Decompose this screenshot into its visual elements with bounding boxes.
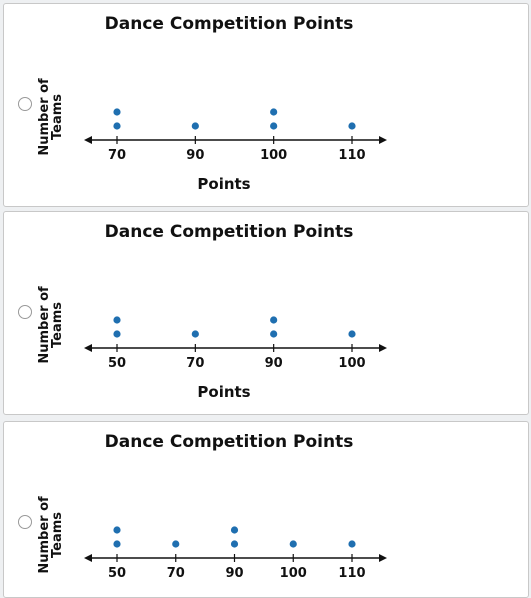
dot <box>172 540 180 548</box>
x-tick-label: 90 <box>225 566 243 581</box>
dot <box>230 526 239 534</box>
dot-column <box>191 330 199 338</box>
chart-title: Dance Competition Points <box>104 14 354 34</box>
dot <box>113 122 121 130</box>
dot-column <box>230 526 239 548</box>
dot <box>113 330 121 338</box>
x-tick-label: 90 <box>186 148 204 163</box>
dot-column <box>191 122 199 130</box>
x-tick-label: 50 <box>108 566 126 581</box>
dot-column <box>113 316 121 338</box>
radio-button[interactable] <box>18 97 32 111</box>
dot <box>113 540 121 548</box>
dot <box>113 526 121 534</box>
x-tick-label: 70 <box>167 566 185 581</box>
x-tick-label: 70 <box>108 148 126 163</box>
dot-column <box>270 108 278 130</box>
dot <box>289 540 297 548</box>
x-tick-label: 110 <box>338 566 365 581</box>
dot <box>348 122 356 130</box>
x-axis-label: Points <box>197 175 251 193</box>
answer-option[interactable]: Dance Competition Points Number of Teams P… <box>3 3 529 207</box>
dot-column <box>113 108 121 130</box>
dot <box>113 108 121 116</box>
dot-column <box>348 122 356 130</box>
dot-column <box>348 540 356 548</box>
dot-column <box>172 540 180 548</box>
chart-title: Dance Competition Points <box>104 222 354 242</box>
chart: 50 70 90 100 110 <box>84 526 387 581</box>
dot <box>270 316 278 324</box>
x-tick-label: 70 <box>186 356 204 371</box>
answer-option[interactable]: Dance Competition Points Number of Teams 5… <box>3 421 529 598</box>
chart: 70 90 100 110 <box>84 108 387 163</box>
dot <box>270 108 278 116</box>
dot <box>230 540 239 548</box>
x-tick-label: 100 <box>260 148 287 163</box>
x-tick-label: 50 <box>108 356 126 371</box>
dot-column <box>270 316 278 338</box>
radio-button[interactable] <box>18 305 32 319</box>
chart-title: Dance Competition Points <box>104 432 354 452</box>
dot <box>348 540 356 548</box>
answer-option[interactable]: Dance Competition Points Number of Teams P… <box>3 211 529 415</box>
chart: 50 70 90 100 <box>84 316 387 371</box>
dot <box>191 122 199 130</box>
x-tick-label: 90 <box>265 356 283 371</box>
dot <box>270 122 278 130</box>
x-tick-label: 110 <box>338 148 365 163</box>
radio-button[interactable] <box>18 515 32 529</box>
x-axis-label: Points <box>197 383 251 401</box>
dot-column <box>348 330 356 338</box>
dot-column <box>113 526 121 548</box>
dot <box>270 330 278 338</box>
dot <box>348 330 356 338</box>
dot <box>191 330 199 338</box>
x-tick-label: 100 <box>280 566 307 581</box>
x-tick-label: 100 <box>338 356 365 371</box>
dot <box>113 316 121 324</box>
dot-column <box>289 540 297 548</box>
